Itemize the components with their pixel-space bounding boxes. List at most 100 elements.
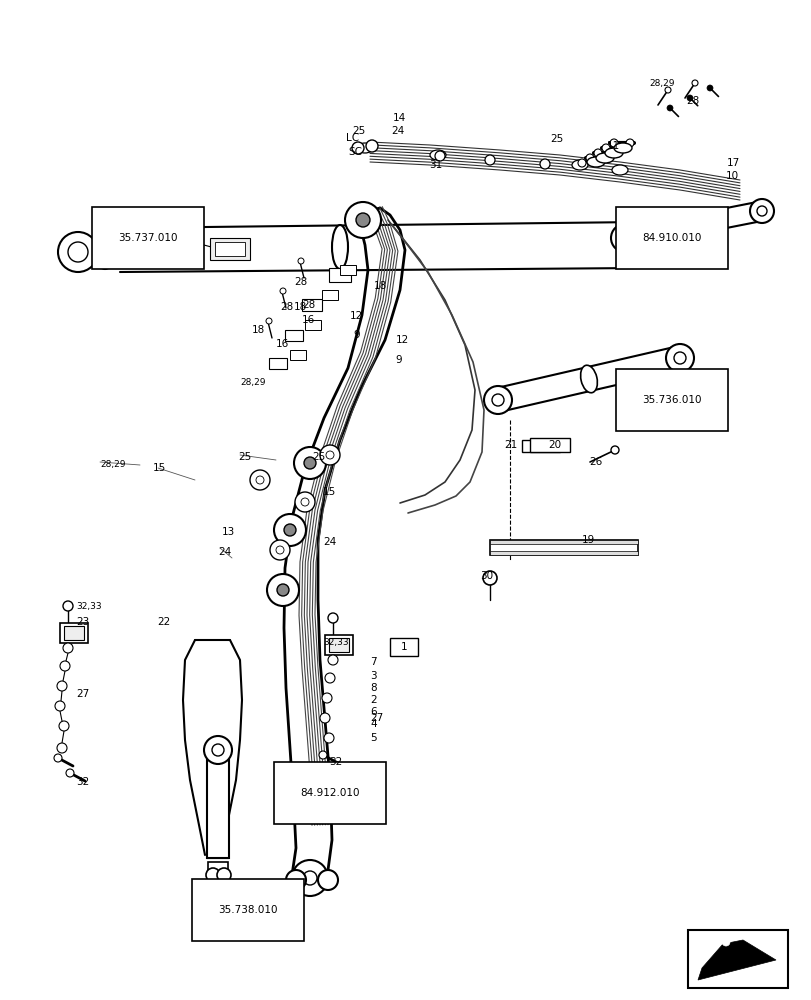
Circle shape — [351, 142, 363, 154]
Circle shape — [539, 159, 549, 169]
Circle shape — [686, 95, 692, 101]
Circle shape — [618, 232, 630, 244]
Circle shape — [325, 451, 333, 459]
Circle shape — [250, 470, 270, 490]
Bar — [328, 268, 350, 282]
Circle shape — [673, 352, 685, 364]
Text: 12: 12 — [350, 311, 363, 321]
Text: LC: LC — [345, 133, 358, 143]
Ellipse shape — [611, 165, 627, 175]
Bar — [60, 623, 88, 643]
Ellipse shape — [580, 365, 597, 393]
Text: 22: 22 — [157, 617, 170, 627]
Circle shape — [280, 288, 285, 294]
Bar — [268, 358, 286, 369]
Bar — [285, 330, 303, 341]
Circle shape — [324, 673, 335, 683]
Circle shape — [639, 240, 649, 250]
Ellipse shape — [430, 150, 445, 160]
Circle shape — [320, 713, 329, 723]
Text: 7: 7 — [370, 657, 376, 667]
Text: 27: 27 — [76, 689, 89, 699]
Ellipse shape — [571, 160, 587, 170]
Circle shape — [706, 85, 712, 91]
Ellipse shape — [586, 157, 604, 167]
Circle shape — [266, 318, 272, 324]
Bar — [305, 320, 320, 330]
Text: 14: 14 — [393, 113, 406, 123]
Bar — [215, 242, 245, 256]
Circle shape — [328, 613, 337, 623]
Circle shape — [294, 492, 315, 512]
Text: 32,33: 32,33 — [323, 638, 348, 647]
Text: 84.912.010: 84.912.010 — [300, 788, 359, 798]
Bar — [389, 638, 418, 656]
Circle shape — [59, 721, 69, 731]
Bar — [64, 626, 84, 640]
Circle shape — [484, 155, 495, 165]
Circle shape — [298, 258, 303, 264]
Ellipse shape — [332, 225, 348, 269]
Circle shape — [68, 242, 88, 262]
Circle shape — [55, 701, 65, 711]
Text: 28,29: 28,29 — [648, 79, 674, 88]
Text: 28,29: 28,29 — [240, 377, 265, 386]
Circle shape — [666, 105, 672, 111]
Bar — [302, 299, 322, 311]
Text: 24: 24 — [391, 126, 404, 136]
Text: 13: 13 — [221, 527, 235, 537]
Circle shape — [324, 733, 333, 743]
Text: 9: 9 — [394, 355, 401, 365]
Text: 28,29: 28,29 — [100, 460, 126, 468]
Circle shape — [63, 643, 73, 653]
Text: 27: 27 — [370, 713, 383, 723]
Circle shape — [212, 744, 224, 756]
Circle shape — [609, 149, 617, 157]
Bar — [208, 862, 228, 877]
Circle shape — [63, 601, 73, 611]
Circle shape — [617, 144, 625, 152]
Bar — [489, 551, 637, 555]
Text: 2: 2 — [370, 695, 376, 705]
Bar — [324, 635, 353, 655]
Text: 30: 30 — [479, 571, 492, 581]
Circle shape — [255, 476, 264, 484]
Bar — [687, 930, 787, 988]
Circle shape — [303, 457, 315, 469]
Circle shape — [665, 344, 693, 372]
Circle shape — [276, 546, 284, 554]
Text: 31: 31 — [428, 160, 442, 170]
Circle shape — [58, 232, 98, 272]
Text: 8: 8 — [370, 683, 376, 693]
Circle shape — [610, 224, 638, 252]
Circle shape — [691, 80, 697, 86]
Text: 17: 17 — [726, 158, 740, 168]
Text: 35.736.010: 35.736.010 — [642, 395, 701, 405]
Bar — [521, 440, 560, 452]
Text: 16: 16 — [302, 315, 315, 325]
Circle shape — [301, 498, 309, 506]
Ellipse shape — [604, 148, 622, 158]
Circle shape — [601, 144, 609, 152]
Text: 12: 12 — [396, 335, 409, 345]
Circle shape — [319, 751, 327, 759]
Circle shape — [328, 655, 337, 665]
Circle shape — [586, 154, 594, 162]
Circle shape — [491, 394, 504, 406]
Text: 19: 19 — [581, 535, 594, 545]
Bar — [328, 638, 349, 652]
Circle shape — [594, 149, 601, 157]
Circle shape — [267, 574, 298, 606]
Circle shape — [609, 139, 617, 147]
Text: 4: 4 — [370, 719, 376, 729]
Bar — [207, 758, 229, 858]
Bar — [489, 540, 637, 555]
Circle shape — [206, 868, 220, 882]
Text: 25: 25 — [351, 126, 365, 136]
Ellipse shape — [613, 143, 631, 153]
Text: 25: 25 — [549, 134, 563, 144]
Text: 16: 16 — [276, 339, 289, 349]
Text: 35.737.010: 35.737.010 — [118, 233, 178, 243]
Text: 20: 20 — [547, 440, 560, 450]
Circle shape — [284, 524, 296, 536]
